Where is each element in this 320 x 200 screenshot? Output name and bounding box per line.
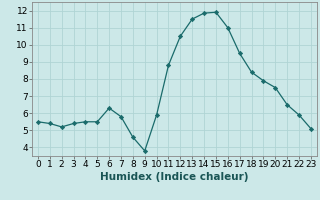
X-axis label: Humidex (Indice chaleur): Humidex (Indice chaleur) [100,172,249,182]
